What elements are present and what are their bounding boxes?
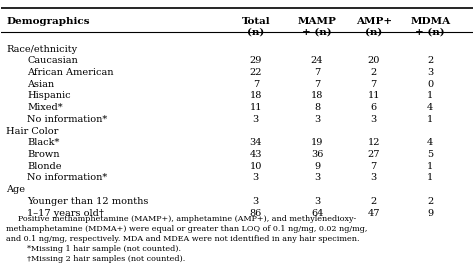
Text: 1–17 years old†: 1–17 years old† xyxy=(27,209,104,218)
Text: 1: 1 xyxy=(427,173,433,183)
Text: Black*: Black* xyxy=(27,138,60,147)
Text: No information*: No information* xyxy=(27,173,108,183)
Text: Hispanic: Hispanic xyxy=(27,91,71,100)
Text: 9: 9 xyxy=(427,209,433,218)
Text: 2: 2 xyxy=(427,197,433,206)
Text: 7: 7 xyxy=(314,80,320,89)
Text: 27: 27 xyxy=(367,150,380,159)
Text: 36: 36 xyxy=(311,150,323,159)
Text: Mixed*: Mixed* xyxy=(27,103,63,112)
Text: 4: 4 xyxy=(427,138,433,147)
Text: 6: 6 xyxy=(371,103,377,112)
Text: 3: 3 xyxy=(253,173,259,183)
Text: 43: 43 xyxy=(250,150,262,159)
Text: 20: 20 xyxy=(367,56,380,65)
Text: No information*: No information* xyxy=(27,115,108,124)
Text: 3: 3 xyxy=(314,173,320,183)
Text: AMP+
(n): AMP+ (n) xyxy=(356,17,392,37)
Text: 86: 86 xyxy=(250,209,262,218)
Text: 11: 11 xyxy=(250,103,262,112)
Text: and 0.1 ng/mg, respectively. MDA and MDEA were not identified in any hair specim: and 0.1 ng/mg, respectively. MDA and MDE… xyxy=(6,235,360,243)
Text: 3: 3 xyxy=(253,115,259,124)
Text: Blonde: Blonde xyxy=(27,162,62,171)
Text: MDMA
+ (n): MDMA + (n) xyxy=(410,17,450,37)
Text: Hair Color: Hair Color xyxy=(6,127,58,135)
Text: †Missing 2 hair samples (not counted).: †Missing 2 hair samples (not counted). xyxy=(27,255,185,263)
Text: Asian: Asian xyxy=(27,80,55,89)
Text: 11: 11 xyxy=(367,91,380,100)
Text: 24: 24 xyxy=(311,56,323,65)
Text: 2: 2 xyxy=(427,56,433,65)
Text: 29: 29 xyxy=(250,56,262,65)
Text: 7: 7 xyxy=(371,162,377,171)
Text: Positive methamphetamine (MAMP+), amphetamine (AMP+), and methylenedioxy-: Positive methamphetamine (MAMP+), amphet… xyxy=(18,215,356,223)
Text: Age: Age xyxy=(6,185,25,194)
Text: 3: 3 xyxy=(371,173,377,183)
Text: 7: 7 xyxy=(314,68,320,77)
Text: 1: 1 xyxy=(427,115,433,124)
Text: 9: 9 xyxy=(314,162,320,171)
Text: Total
(n): Total (n) xyxy=(242,17,270,37)
Text: 18: 18 xyxy=(311,91,323,100)
Text: 64: 64 xyxy=(311,209,323,218)
Text: 8: 8 xyxy=(314,103,320,112)
Text: 4: 4 xyxy=(427,103,433,112)
Text: 47: 47 xyxy=(367,209,380,218)
Text: Caucasian: Caucasian xyxy=(27,56,78,65)
Text: 1: 1 xyxy=(427,162,433,171)
Text: African American: African American xyxy=(27,68,114,77)
Text: 1: 1 xyxy=(427,91,433,100)
Text: 5: 5 xyxy=(427,150,433,159)
Text: 3: 3 xyxy=(253,197,259,206)
Text: 10: 10 xyxy=(250,162,262,171)
Text: 22: 22 xyxy=(250,68,262,77)
Text: 34: 34 xyxy=(250,138,262,147)
Text: 2: 2 xyxy=(371,68,377,77)
Text: *Missing 1 hair sample (not counted).: *Missing 1 hair sample (not counted). xyxy=(27,245,182,253)
Text: 0: 0 xyxy=(427,80,433,89)
Text: Younger than 12 months: Younger than 12 months xyxy=(27,197,149,206)
Text: Race/ethnicity: Race/ethnicity xyxy=(6,44,77,53)
Text: 12: 12 xyxy=(367,138,380,147)
Text: 18: 18 xyxy=(250,91,262,100)
Text: 3: 3 xyxy=(314,115,320,124)
Text: 19: 19 xyxy=(311,138,323,147)
Text: 3: 3 xyxy=(427,68,433,77)
Text: 3: 3 xyxy=(371,115,377,124)
Text: Demographics: Demographics xyxy=(6,17,90,26)
Text: 3: 3 xyxy=(314,197,320,206)
Text: Brown: Brown xyxy=(27,150,60,159)
Text: 2: 2 xyxy=(371,197,377,206)
Text: 7: 7 xyxy=(371,80,377,89)
Text: methamphetamine (MDMA+) were equal or greater than LOQ of 0.1 ng/mg, 0.02 ng/mg,: methamphetamine (MDMA+) were equal or gr… xyxy=(6,225,367,233)
Text: MAMP
+ (n): MAMP + (n) xyxy=(298,17,337,37)
Text: 7: 7 xyxy=(253,80,259,89)
